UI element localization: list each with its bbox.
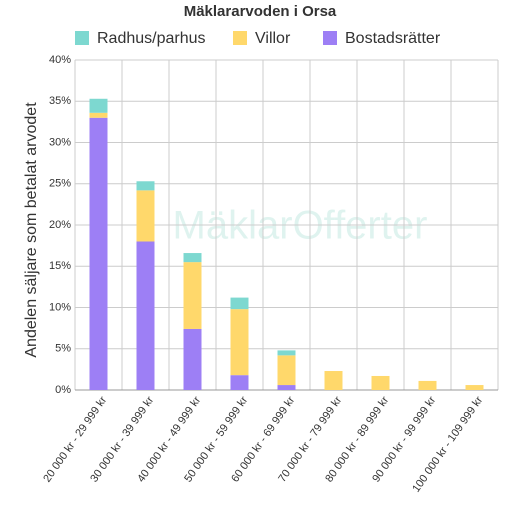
bar-segment	[230, 297, 249, 310]
y-tick-label: 40%	[49, 54, 71, 66]
bar-segment	[277, 385, 296, 390]
bar-segment	[277, 355, 296, 386]
y-tick-label: 0%	[55, 384, 71, 396]
bar-segment	[418, 380, 437, 390]
y-tick-label: 35%	[49, 95, 71, 107]
bar-segment	[277, 350, 296, 356]
y-tick-label: 5%	[55, 343, 71, 355]
bar-segment	[183, 262, 202, 329]
chart-title: Mäklararvoden i Orsa	[184, 3, 337, 20]
bar-segment	[465, 385, 484, 390]
legend-label: Bostadsrätter	[345, 30, 441, 47]
y-tick-label: 20%	[49, 219, 71, 231]
bar-segment	[371, 375, 390, 390]
legend-swatch	[323, 31, 337, 45]
bar-segment	[230, 309, 249, 376]
bar-segment	[89, 117, 108, 390]
watermark: MäklarOfferter	[173, 204, 428, 248]
bar-segment	[230, 375, 249, 390]
y-tick-label: 25%	[49, 178, 71, 190]
bar-segment	[136, 241, 155, 390]
bar-segment	[324, 371, 343, 390]
bar-segment	[89, 98, 108, 113]
legend-swatch	[75, 31, 89, 45]
y-tick-label: 10%	[49, 301, 71, 313]
bar-segment	[89, 112, 108, 118]
y-tick-label: 30%	[49, 136, 71, 148]
bar-segment	[183, 253, 202, 263]
y-tick-label: 15%	[49, 260, 71, 272]
legend-label: Villor	[255, 30, 291, 47]
bar-segment	[136, 190, 155, 242]
bar-segment	[136, 181, 155, 191]
legend-label: Radhus/parhus	[97, 30, 206, 47]
bar-segment	[183, 328, 202, 390]
y-axis-label: Andelen säljare som betalat arvodet	[23, 102, 40, 358]
legend-swatch	[233, 31, 247, 45]
